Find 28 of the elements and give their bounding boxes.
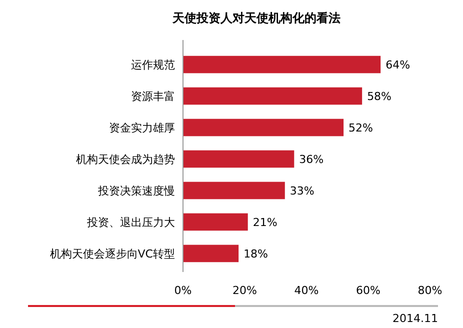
bar (183, 118, 344, 136)
chart-title: 天使投资人对天使机构化的看法 (172, 11, 340, 25)
bar (183, 56, 381, 74)
y-tick-label: 机构天使会成为趋势 (76, 152, 175, 166)
text: 2014.11 (392, 312, 438, 325)
y-tick-label: 资源丰富 (131, 90, 175, 103)
y-tick-label: 投资决策速度慢 (97, 184, 175, 198)
data-label: 33% (290, 184, 314, 198)
bar (183, 244, 239, 262)
data-label: 52% (348, 121, 374, 134)
data-label: 64% (386, 58, 410, 72)
y-tick-label: 资金实力雄厚 (109, 121, 175, 134)
data-label: 58% (367, 90, 392, 103)
data-label: 21% (252, 216, 278, 229)
x-tick-label: 60% (356, 284, 380, 297)
bar (183, 150, 294, 168)
bar (183, 87, 362, 105)
x-tick-label: 20% (232, 284, 257, 297)
x-tick-label: 40% (294, 284, 319, 297)
x-tick-label: 0% (174, 284, 192, 297)
y-tick-label: 机构天使会逐步向VC转型 (50, 247, 175, 260)
data-label: 36% (299, 152, 324, 166)
x-tick-label: 80% (418, 284, 442, 297)
bar (183, 213, 248, 231)
y-tick-label: 投资、退出压力大 (86, 216, 175, 229)
y-tick-label: 运作规范 (131, 58, 175, 72)
data-label: 18% (244, 247, 268, 260)
bar (183, 182, 285, 200)
